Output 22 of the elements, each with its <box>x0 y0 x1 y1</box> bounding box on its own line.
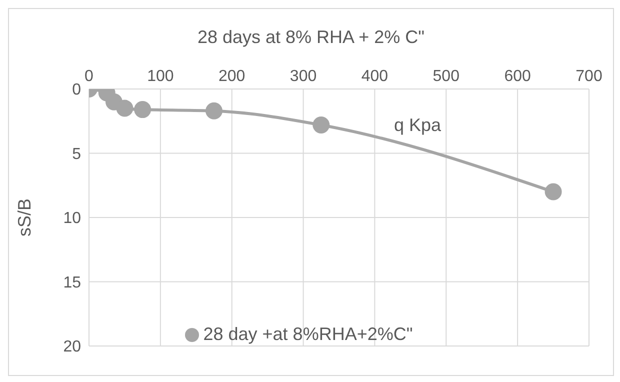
y-tick-label: 20 <box>63 338 82 356</box>
y-tick-label: 0 <box>72 82 82 99</box>
point <box>116 100 134 117</box>
x-axis-title: q Kpa <box>394 115 442 136</box>
x-tick-label: 700 <box>576 68 602 85</box>
x-tick-label: 300 <box>290 68 317 85</box>
x-tick-label: 100 <box>147 68 174 85</box>
legend-label: 28 day +at 8%RHA+2%C" <box>203 324 413 344</box>
point <box>312 116 330 134</box>
y-tick-label: 15 <box>63 274 82 292</box>
y-tick-label: 5 <box>72 146 82 163</box>
point <box>134 101 152 118</box>
point <box>544 183 562 200</box>
y-tick-label: 10 <box>63 210 82 228</box>
point <box>206 102 222 120</box>
x-tick-label: 0 <box>84 68 94 85</box>
x-tick-label: 500 <box>432 68 460 85</box>
x-tick-label: 200 <box>218 68 246 85</box>
chart-title: 28 days at 8% RHA + 2% C" <box>196 27 426 48</box>
y-axis-title: sS/B <box>14 198 34 237</box>
x-tick-label: 600 <box>504 68 532 85</box>
x-tick-label: 400 <box>361 68 388 85</box>
